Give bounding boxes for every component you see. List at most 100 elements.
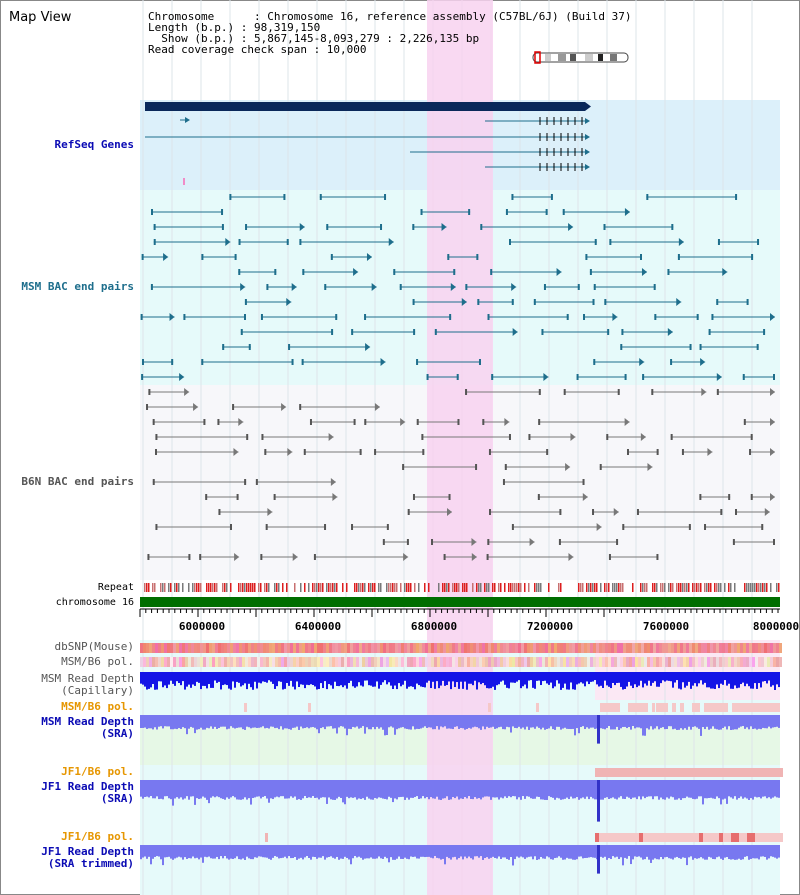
track-label-b6n-bac[interactable]: B6N BAC end pairs — [21, 475, 134, 488]
read-depth-bar — [228, 845, 230, 860]
read-depth-bar — [778, 780, 780, 798]
dbsnp-density — [707, 643, 710, 653]
track-label-msm-b6-pol-2[interactable]: MSM/B6 pol. — [61, 700, 134, 713]
track-label-jf1-b6-pol-2[interactable]: JF1/B6 pol. — [61, 830, 134, 843]
polymorphism-density — [515, 657, 518, 667]
msm-bac-pair-end — [670, 359, 673, 365]
read-depth-bar — [358, 845, 360, 857]
msm-bac-pair-end — [742, 374, 745, 380]
read-depth-bar — [422, 845, 424, 857]
b6n-bac-pair-end — [640, 433, 646, 441]
msm-bac-pair-end — [508, 239, 511, 245]
track-label-msm-depth-cap[interactable]: MSM Read Depth (Capillary) — [41, 673, 134, 697]
track-label-dbsnp[interactable]: dbSNP(Mouse) — [54, 640, 134, 653]
read-depth-bar — [172, 672, 174, 684]
read-depth-bar — [718, 845, 720, 857]
b6n-bac-pair-end — [538, 389, 541, 395]
read-depth-bar — [490, 845, 492, 858]
dbsnp-density — [728, 643, 731, 653]
dbsnp-density — [521, 643, 524, 653]
read-depth-bar — [354, 780, 356, 798]
read-depth-bar — [310, 715, 312, 728]
track-label-repeat[interactable]: Repeat — [97, 582, 134, 593]
read-depth-bar — [544, 672, 546, 681]
dbsnp-density — [380, 643, 383, 653]
read-depth-bar — [652, 672, 654, 683]
track-label-refseq[interactable]: RefSeq Genes — [54, 138, 134, 151]
repeat-mark — [672, 583, 674, 592]
read-depth-bar — [274, 845, 276, 857]
read-depth-bar — [394, 780, 396, 799]
info-chromosome: Chromosome : Chromosome 16, reference as… — [148, 10, 632, 23]
read-depth-bar — [224, 845, 226, 857]
msm-bac-pair-end — [465, 284, 468, 290]
read-depth-bar — [418, 672, 420, 686]
polymorphism-density — [251, 657, 254, 667]
gene-strand-arrow — [585, 118, 590, 124]
read-depth-bar — [492, 715, 494, 727]
read-depth-bar — [770, 672, 772, 687]
read-depth-bar — [464, 780, 466, 798]
dbsnp-density — [476, 643, 479, 653]
dbsnp-density — [383, 643, 386, 653]
polymorphism-mark — [775, 833, 779, 842]
read-depth-bar — [152, 845, 154, 859]
polymorphism-mark — [751, 768, 755, 777]
track-label-msm-depth-sra[interactable]: MSM Read Depth (SRA) — [41, 716, 134, 740]
polymorphism-mark — [716, 703, 720, 712]
read-depth-bar — [286, 845, 288, 859]
read-depth-bar — [654, 715, 656, 729]
read-depth-bar — [614, 845, 616, 858]
read-depth-bar — [558, 672, 560, 684]
polymorphism-mark — [727, 833, 731, 842]
track-label-msm-b6-pol[interactable]: MSM/B6 pol. — [61, 655, 134, 668]
repeat-mark — [360, 583, 362, 592]
dbsnp-density — [545, 643, 548, 653]
read-depth-bar — [232, 715, 234, 728]
msm-bac-pair-end — [604, 299, 607, 305]
b6n-bac-pair-end — [608, 554, 611, 560]
read-depth-bar — [712, 780, 714, 799]
repeat-mark — [548, 583, 550, 592]
polymorphism-density — [272, 657, 275, 667]
repeat-mark — [192, 583, 194, 592]
read-depth-bar — [166, 780, 168, 797]
polymorphism-density — [734, 657, 737, 667]
polymorphism-mark — [687, 833, 691, 842]
read-depth-bar — [712, 672, 714, 689]
dbsnp-density — [668, 643, 671, 653]
read-depth-bar — [576, 715, 578, 729]
dbsnp-density — [284, 643, 287, 653]
read-depth-bar — [572, 672, 574, 690]
read-depth-bar — [452, 780, 454, 798]
read-depth-bar — [328, 672, 330, 685]
read-depth-bar — [354, 845, 356, 857]
read-depth-bar — [210, 780, 212, 798]
read-depth-bar — [544, 845, 546, 859]
polymorphism-density — [764, 657, 767, 667]
read-depth-bar — [570, 780, 572, 797]
repeat-mark — [708, 583, 710, 592]
track-label-chromosome[interactable]: chromosome 16 — [55, 597, 134, 608]
b6n-bac-pair-end — [764, 508, 770, 516]
read-depth-bar — [732, 672, 734, 689]
repeat-mark — [644, 583, 646, 592]
msm-bac-pair-end — [335, 314, 338, 320]
repeat-mark — [646, 583, 648, 592]
read-depth-bar — [724, 672, 726, 681]
dbsnp-density — [329, 643, 332, 653]
polymorphism-density — [215, 657, 218, 667]
track-label-jf1-depth-sra[interactable]: JF1 Read Depth (SRA) — [41, 781, 134, 805]
track-label-jf1-b6-pol[interactable]: JF1/B6 pol. — [61, 765, 134, 778]
gene-strand-arrow — [585, 164, 590, 170]
b6n-bac-pair-end — [471, 538, 477, 546]
read-depth-bar — [706, 715, 708, 727]
polymorphism-mark — [735, 768, 739, 777]
dbsnp-density — [362, 643, 365, 653]
read-depth-bar — [576, 672, 578, 685]
read-depth-bar — [232, 780, 234, 797]
track-label-msm-bac[interactable]: MSM BAC end pairs — [21, 280, 134, 293]
repeat-mark — [730, 583, 732, 592]
track-label-jf1-depth-trim[interactable]: JF1 Read Depth (SRA trimmed) — [41, 846, 134, 870]
